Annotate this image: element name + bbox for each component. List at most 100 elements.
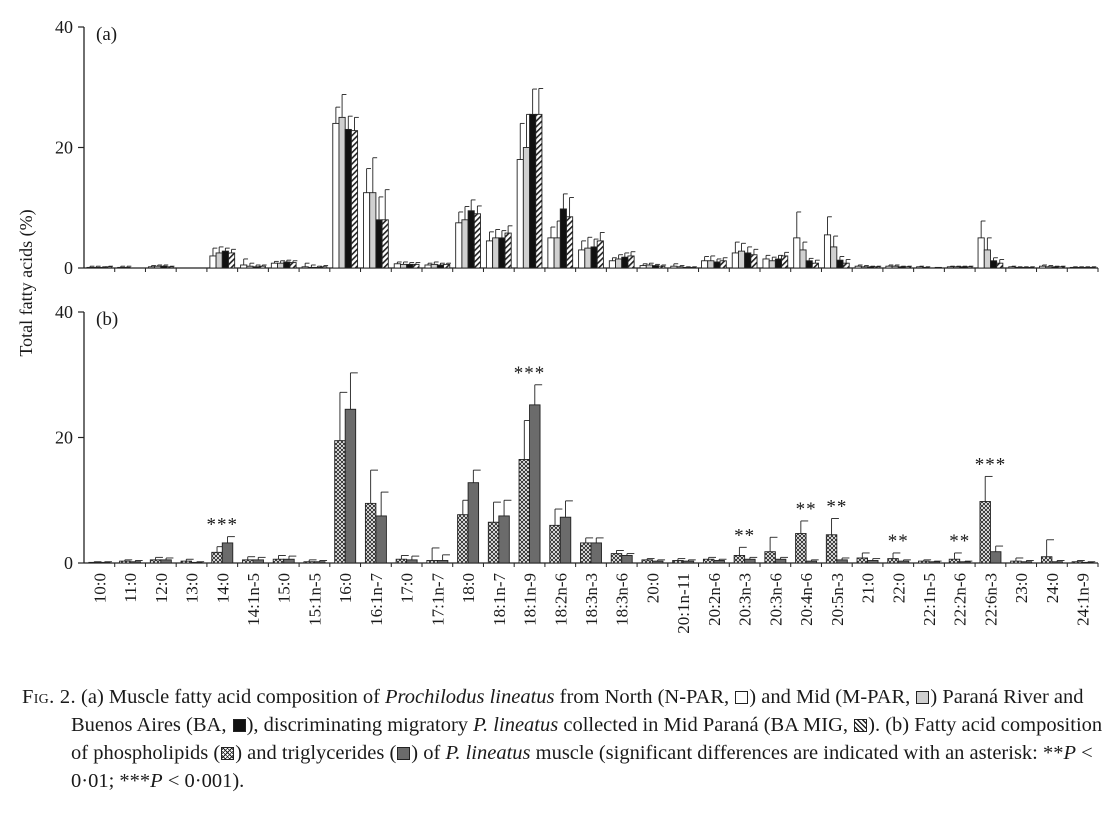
- bar-black: [1020, 266, 1028, 269]
- bar-grey: [768, 260, 776, 269]
- bar-white: [516, 159, 524, 269]
- caption-species: Prochilodus lineatus: [385, 686, 555, 708]
- bar-hatch: [596, 240, 604, 269]
- bar-crosshatch: [1040, 556, 1053, 564]
- bar-hatch: [381, 219, 389, 269]
- bar-hatch: [627, 255, 635, 269]
- bar-grey: [123, 266, 131, 269]
- bar-darkgrey: [959, 561, 971, 564]
- figure-caption: Fig. 2. (a) Muscle fatty acid compositio…: [22, 683, 1104, 795]
- caption-species: P. lineatus: [473, 714, 559, 736]
- bar-hatch: [412, 263, 420, 269]
- bar-black: [959, 266, 967, 269]
- bar-white: [424, 264, 432, 269]
- legend-swatch-grey-icon: [916, 691, 930, 704]
- bar-crosshatch: [702, 558, 715, 564]
- x-tick-label: 15:0: [275, 573, 294, 603]
- y-tick-label: 0: [64, 258, 73, 278]
- bar-white: [547, 237, 555, 269]
- bar-crosshatch: [825, 534, 838, 564]
- x-tick-label: 13:0: [183, 573, 202, 603]
- bar-hatch: [166, 266, 174, 269]
- bar-grey: [246, 265, 254, 269]
- bar-darkgrey: [436, 560, 449, 564]
- bar-crosshatch: [641, 559, 653, 564]
- bar-darkgrey: [498, 515, 510, 564]
- bar-grey: [645, 264, 653, 269]
- bar-black: [559, 208, 567, 269]
- bar-crosshatch: [303, 561, 315, 564]
- bar-crosshatch: [88, 561, 100, 564]
- bar-darkgrey: [406, 559, 418, 564]
- y-tick-label: 0: [64, 553, 73, 573]
- x-tick-label: 24:1n-9: [1074, 573, 1093, 626]
- x-tick-label: 11:0: [121, 573, 140, 603]
- bar-darkgrey: [129, 561, 142, 564]
- bar-darkgrey: [621, 555, 633, 564]
- bar-grey: [1014, 266, 1022, 269]
- bar-hatch: [781, 255, 789, 269]
- bar-hatch: [873, 266, 881, 269]
- legend-swatch-white-icon: [735, 691, 749, 704]
- bar-darkgrey: [314, 561, 326, 564]
- bar-white: [1039, 265, 1047, 269]
- bar-black: [682, 266, 690, 269]
- bar-black: [283, 261, 291, 269]
- bar-grey: [430, 263, 438, 269]
- bar-grey: [891, 265, 899, 269]
- bar-white: [209, 255, 217, 269]
- bar-crosshatch: [211, 551, 223, 564]
- significance-marker: **: [796, 499, 817, 520]
- bar-white: [670, 265, 678, 269]
- bar-white: [455, 222, 463, 269]
- x-tick-label: 12:0: [152, 573, 171, 603]
- bar-hatch: [1057, 266, 1065, 269]
- bar-hatch: [658, 265, 666, 269]
- bar-black: [652, 265, 660, 269]
- caption-text: ), discriminating migratory: [246, 714, 469, 736]
- bar-white: [793, 237, 801, 269]
- bar-black: [744, 252, 752, 269]
- bar-black: [867, 266, 875, 269]
- bar-darkgrey: [590, 542, 602, 564]
- bar-black: [590, 246, 598, 269]
- bar-darkgrey: [160, 559, 172, 564]
- bar-black: [713, 261, 721, 269]
- x-tick-label: 20:5n-3: [828, 573, 847, 626]
- bar-crosshatch: [180, 560, 192, 564]
- bar-grey: [1045, 266, 1053, 269]
- bar-hatch: [688, 266, 697, 269]
- bar-crosshatch: [856, 557, 868, 564]
- bar-grey: [307, 266, 315, 269]
- bar-crosshatch: [149, 559, 162, 564]
- panel-label: (b): [96, 309, 118, 330]
- bar-darkgrey: [805, 560, 818, 564]
- bar-crosshatch: [272, 558, 285, 564]
- significance-marker: **: [734, 525, 755, 546]
- x-tick-label: 20:2n-6: [705, 573, 724, 626]
- x-tick-label: 15:1n-5: [305, 573, 324, 626]
- caption-text: < 0·01; ***: [71, 742, 1093, 792]
- bar-grey: [399, 263, 408, 269]
- bar-white: [270, 262, 278, 269]
- y-tick-label: 20: [55, 138, 73, 158]
- bar-grey: [737, 250, 746, 269]
- caption-species: P. lineatus: [445, 742, 531, 764]
- bar-crosshatch: [979, 501, 991, 564]
- bar-crosshatch: [487, 521, 500, 564]
- significance-marker: **: [888, 531, 909, 552]
- bar-darkgrey: [191, 561, 203, 564]
- bar-white: [485, 240, 494, 269]
- bar-black: [990, 260, 998, 269]
- bar-hatch: [1026, 266, 1035, 269]
- x-tick-label: 14:1n-5: [244, 573, 263, 626]
- bar-black: [1051, 266, 1059, 269]
- bar-hatch: [965, 266, 973, 269]
- bar-crosshatch: [364, 502, 377, 564]
- legend-swatch-crosshatch-icon: [221, 747, 235, 760]
- bar-darkgrey: [529, 404, 541, 564]
- significance-marker: ***: [975, 454, 1007, 475]
- bar-white: [701, 260, 709, 269]
- y-tick-label: 20: [55, 428, 73, 448]
- bar-hatch: [904, 266, 912, 269]
